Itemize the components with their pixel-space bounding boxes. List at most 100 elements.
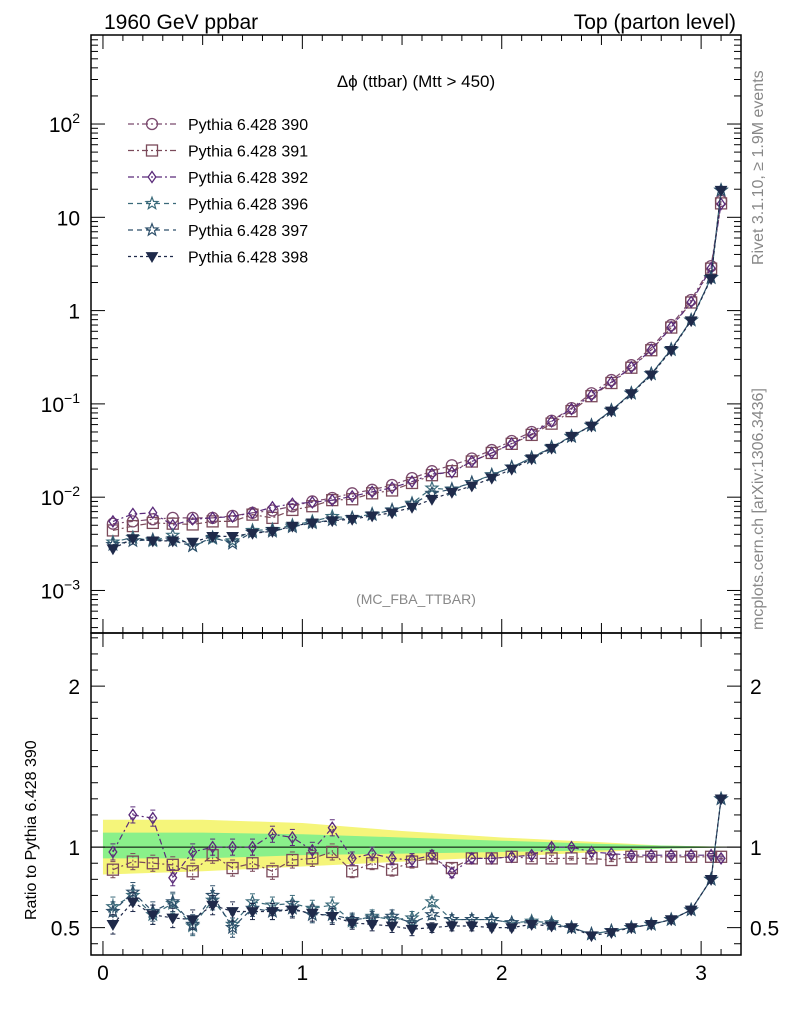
xtick-label: 1 bbox=[297, 962, 309, 985]
ratio-data-point bbox=[424, 906, 440, 922]
main-data-point bbox=[606, 375, 617, 389]
ratio-data-point bbox=[166, 913, 180, 925]
main-data-point bbox=[146, 536, 160, 548]
ratio-data-point bbox=[507, 850, 517, 864]
main-data-point bbox=[226, 532, 239, 543]
legend-marker bbox=[145, 252, 159, 263]
ratio-data-point bbox=[105, 903, 121, 919]
main-data-point bbox=[565, 431, 578, 443]
main-data-point bbox=[624, 389, 638, 401]
ratio-data-point bbox=[545, 921, 558, 933]
main-data-point bbox=[447, 465, 457, 479]
ratio-data-point bbox=[227, 840, 238, 854]
ratio-data-point bbox=[407, 853, 417, 867]
main-data-point bbox=[646, 343, 656, 357]
ratio-data-point bbox=[106, 920, 120, 931]
main-data-point bbox=[365, 511, 379, 523]
legend-label: Pythia 6.428 397 bbox=[188, 223, 308, 240]
ratio-data-point bbox=[326, 845, 339, 859]
ratio-data-point bbox=[385, 921, 399, 933]
ratio-data-point bbox=[425, 852, 439, 865]
legend-marker bbox=[145, 117, 159, 131]
main-data-point bbox=[226, 515, 239, 528]
legend-label: Pythia 6.428 396 bbox=[188, 197, 308, 214]
legend-item-1: Pythia 6.428 391 bbox=[128, 144, 308, 161]
main-data-point bbox=[286, 521, 299, 533]
ratio-ytick-label-right: 1 bbox=[750, 837, 762, 860]
ratio-data-point bbox=[347, 851, 357, 866]
main-data-point bbox=[186, 511, 199, 525]
main-data-point bbox=[246, 508, 259, 521]
legend-label: Pythia 6.428 392 bbox=[188, 170, 308, 187]
main-data-point bbox=[305, 518, 319, 530]
legend-item-5: Pythia 6.428 398 bbox=[128, 250, 308, 267]
main-data-point bbox=[306, 500, 319, 513]
main-data-point bbox=[385, 508, 399, 520]
ratio-series-1 bbox=[108, 806, 726, 887]
xtick-label: 0 bbox=[97, 962, 109, 985]
main-data-point bbox=[307, 495, 317, 509]
main-plot-panel: Δϕ (ttbar) (Mtt > 450) (MC_FBA_TTBAR) 10… bbox=[41, 34, 742, 634]
main-ytick-label: 10−2 bbox=[41, 483, 81, 510]
ratio-data-point bbox=[586, 845, 597, 859]
ratio-data-point bbox=[305, 908, 319, 920]
ratio-data-point bbox=[286, 853, 299, 867]
ratio-data-point bbox=[405, 855, 419, 868]
main-data-point bbox=[586, 388, 597, 402]
ratio-data-point bbox=[385, 863, 399, 876]
ratio-data-point bbox=[165, 893, 181, 909]
ratio-data-point bbox=[168, 871, 178, 885]
main-data-point bbox=[385, 484, 399, 497]
ratio-data-point bbox=[166, 858, 179, 871]
main-data-point bbox=[714, 185, 728, 197]
main-data-point bbox=[186, 537, 200, 549]
rivet-label: Rivet 3.1.10, ≥ 1.9M events bbox=[750, 70, 767, 265]
ratio-data-point bbox=[226, 907, 239, 919]
main-data-point bbox=[545, 443, 558, 455]
legend-marker bbox=[144, 195, 160, 210]
legend-marker bbox=[147, 170, 157, 184]
main-data-point bbox=[224, 532, 241, 548]
main-data-point bbox=[185, 537, 201, 553]
main-data-point bbox=[467, 454, 477, 469]
ratio-data-point bbox=[605, 928, 618, 939]
main-data-point bbox=[407, 474, 417, 489]
ratio-data-point bbox=[224, 919, 241, 935]
main-data-point bbox=[666, 320, 676, 334]
main-data-point bbox=[108, 514, 118, 529]
ratio-data-point bbox=[226, 861, 239, 875]
main-ytick-label: 10−1 bbox=[41, 390, 81, 417]
ratio-data-point bbox=[327, 821, 337, 835]
ratio-data-point bbox=[686, 848, 696, 862]
ratio-data-point bbox=[424, 893, 440, 909]
ratio-data-point bbox=[525, 920, 539, 931]
main-data-point bbox=[664, 345, 678, 357]
ratio-data-point bbox=[126, 897, 140, 909]
ratio-data-point bbox=[527, 848, 537, 862]
ratio-data-point bbox=[207, 840, 218, 854]
ratio-data-point bbox=[365, 857, 379, 870]
ratio-data-point bbox=[148, 811, 158, 825]
legend-marker bbox=[144, 221, 160, 237]
main-data-point bbox=[644, 370, 658, 382]
legend-item-4: Pythia 6.428 397 bbox=[128, 221, 308, 240]
main-data-point bbox=[505, 464, 519, 476]
ratio-data-point bbox=[365, 920, 379, 931]
ratio-data-point bbox=[247, 840, 258, 854]
main-data-point bbox=[367, 485, 377, 499]
main-data-point bbox=[686, 295, 696, 309]
ratio-data-point bbox=[188, 845, 198, 859]
xtick-label: 3 bbox=[695, 962, 707, 985]
ratio-data-point bbox=[646, 848, 656, 862]
main-data-point bbox=[224, 535, 241, 550]
legend-item-0: Pythia 6.428 390 bbox=[128, 117, 308, 134]
main-data-point bbox=[487, 446, 497, 460]
ratio-data-point bbox=[266, 865, 279, 878]
ratio-data-point bbox=[566, 840, 577, 854]
main-data-point bbox=[626, 360, 636, 374]
ratio-ytick-label: 1 bbox=[68, 837, 80, 860]
main-data-point bbox=[345, 514, 359, 526]
ratio-data-point bbox=[684, 905, 698, 917]
main-data-point bbox=[246, 528, 259, 540]
